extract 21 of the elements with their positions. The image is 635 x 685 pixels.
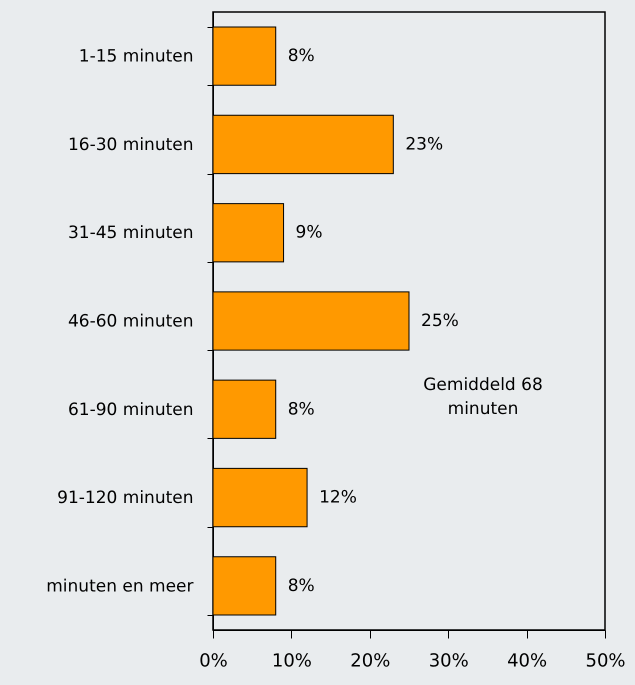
data-label: 25% bbox=[421, 311, 459, 331]
data-label: 9% bbox=[296, 222, 323, 243]
y-tick-label: 16-30 minuten bbox=[68, 134, 194, 155]
data-label: 8% bbox=[288, 46, 315, 66]
x-tick-label: 0% bbox=[199, 650, 228, 672]
x-tick-label: 10% bbox=[272, 650, 312, 672]
y-tick-label: 46-60 minuten bbox=[68, 312, 194, 332]
x-tick-label: 20% bbox=[350, 650, 390, 672]
data-label: 23% bbox=[405, 134, 444, 154]
y-tick-label: minuten en meer bbox=[46, 576, 194, 596]
y-tick-label: 31-45 minuten bbox=[68, 223, 194, 244]
y-tick-label: 91-120 minuten bbox=[57, 488, 194, 508]
x-tick-label: 40% bbox=[507, 650, 548, 672]
annotation: Gemiddeld 68 minuten bbox=[423, 375, 543, 419]
x-tick-label: 30% bbox=[428, 650, 469, 672]
data-label: 8% bbox=[288, 576, 315, 596]
x-tick-label: 50% bbox=[585, 650, 626, 672]
y-tick-label: 1-15 minuten bbox=[78, 46, 194, 67]
y-tick-label: 61-90 minuten bbox=[68, 400, 194, 420]
data-label: 12% bbox=[319, 488, 357, 508]
data-label: 8% bbox=[288, 399, 315, 420]
